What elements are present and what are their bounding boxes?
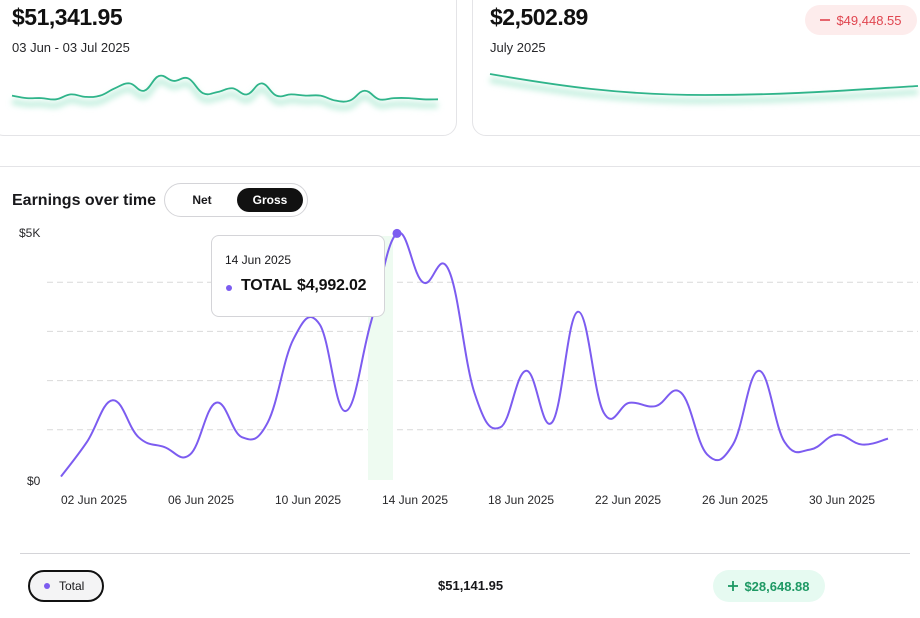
sparkline-line xyxy=(11,74,439,103)
x-tick-label: 22 Jun 2025 xyxy=(595,493,662,507)
x-tick-label: 10 Jun 2025 xyxy=(275,493,342,507)
change-badge-positive: $28,648.88 xyxy=(713,570,825,602)
legend-dot xyxy=(44,583,50,589)
x-tick-label: 26 Jun 2025 xyxy=(702,493,769,507)
change-badge-negative: $49,448.55 xyxy=(805,5,917,35)
summary-month-amount: $2,502.89 xyxy=(490,4,588,30)
x-tick-label: 30 Jun 2025 xyxy=(809,493,876,507)
sparkline-total xyxy=(11,74,439,111)
earnings-title: Earnings over time xyxy=(12,192,157,209)
plus-icon xyxy=(728,581,739,591)
earnings-line xyxy=(60,231,889,478)
sparkline-month xyxy=(489,73,919,105)
x-tick-label: 06 Jun 2025 xyxy=(168,493,235,507)
sparkline-line xyxy=(489,73,919,96)
tooltip-date: 14 Jun 2025 xyxy=(225,253,292,267)
net-gross-toggle[interactable]: Net Gross xyxy=(164,183,308,217)
x-tick-label: 14 Jun 2025 xyxy=(382,493,449,507)
tooltip-series-dot xyxy=(226,285,232,291)
earnings-line-series[interactable] xyxy=(60,228,889,478)
x-tick-label: 18 Jun 2025 xyxy=(488,493,555,507)
sparkline-glow xyxy=(11,78,439,111)
x-tick-label: 02 Jun 2025 xyxy=(61,493,128,507)
summary-date-range: 03 Jun - 03 Jul 2025 xyxy=(12,40,130,55)
highlight-point xyxy=(392,228,402,238)
chart-gridlines xyxy=(47,281,918,431)
sparkline-glow xyxy=(489,77,919,105)
footer-divider xyxy=(20,553,910,554)
tooltip-label: TOTAL xyxy=(241,277,292,294)
summary-card-total xyxy=(0,0,457,136)
earnings-card xyxy=(0,166,920,618)
footer-total-value: $51,141.95 xyxy=(438,578,504,593)
minus-icon xyxy=(820,19,831,21)
summary-month-period: July 2025 xyxy=(490,40,546,55)
tooltip-value: $4,992.02 xyxy=(297,277,367,294)
y-tick-min: $0 xyxy=(27,474,41,488)
toggle-net-button[interactable]: Net xyxy=(192,193,212,207)
legend-label: Total xyxy=(59,579,85,593)
change-badge-value: $49,448.55 xyxy=(836,12,902,28)
y-tick-max: $5K xyxy=(19,226,41,240)
toggle-gross-button[interactable]: Gross xyxy=(237,188,303,212)
summary-total-amount: $51,341.95 xyxy=(12,4,123,30)
change-badge-value: $28,648.88 xyxy=(744,578,810,594)
chart-tooltip: 14 Jun 2025 TOTAL $4,992.02 xyxy=(211,235,385,317)
legend-total-chip[interactable]: Total xyxy=(28,570,104,602)
